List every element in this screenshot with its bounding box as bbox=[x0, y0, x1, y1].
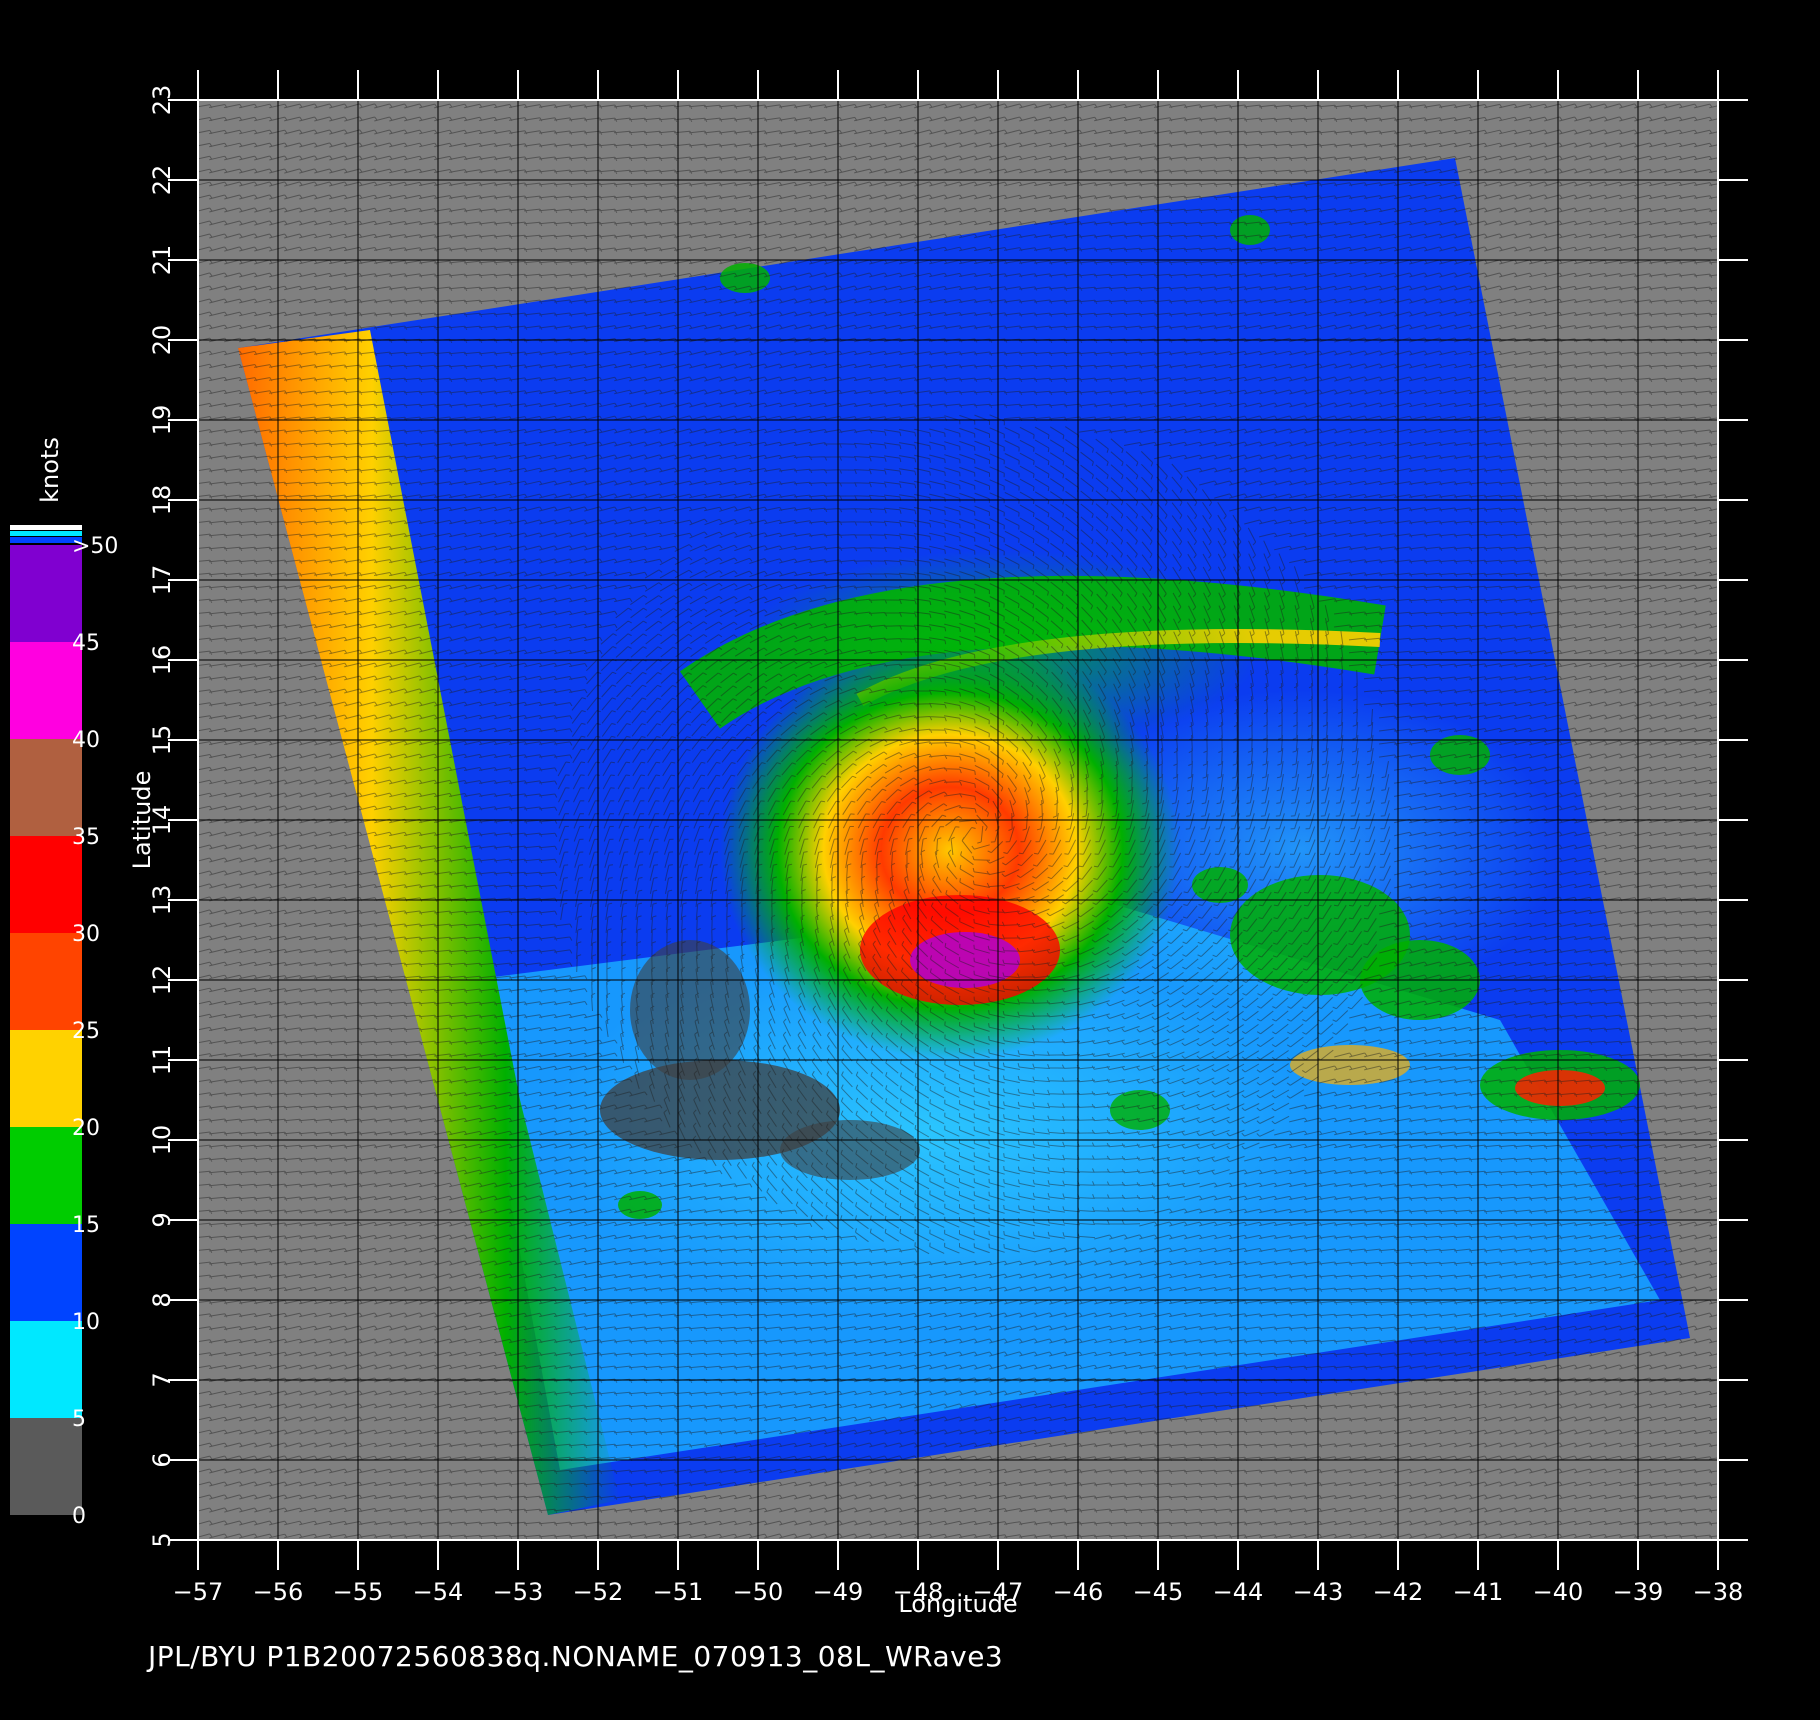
lat-tick-label: 11 bbox=[148, 1045, 176, 1076]
colorbar-units: knots bbox=[36, 437, 64, 503]
colorbar-label: 30 bbox=[72, 922, 100, 947]
colorbar-label: 0 bbox=[72, 1504, 86, 1529]
y-axis-label: Latitude bbox=[128, 771, 156, 870]
colorbar-segment bbox=[10, 642, 82, 739]
colorbar-label: 20 bbox=[72, 1116, 100, 1141]
colorbar-cap bbox=[10, 525, 82, 530]
lat-tick-label: 9 bbox=[148, 1212, 176, 1227]
lat-tick-label: 19 bbox=[148, 405, 176, 436]
colorbar-label: >50 bbox=[72, 534, 118, 559]
lon-tick-label: −42 bbox=[1373, 1578, 1424, 1606]
lon-tick-label: −47 bbox=[973, 1578, 1024, 1606]
colorbar-segment bbox=[10, 933, 82, 1030]
lon-tick-label: −52 bbox=[573, 1578, 624, 1606]
lat-tick-label: 22 bbox=[148, 165, 176, 196]
lat-tick-label: 5 bbox=[148, 1532, 176, 1547]
colorbar-segment bbox=[10, 1127, 82, 1224]
lat-tick-label: 14 bbox=[148, 805, 176, 836]
lon-tick-label: −48 bbox=[893, 1578, 944, 1606]
storm-core bbox=[720, 640, 1180, 1060]
colorbar-label: 40 bbox=[72, 728, 100, 753]
lat-tick-label: 12 bbox=[148, 965, 176, 996]
colorbar-segment bbox=[10, 1030, 82, 1127]
lat-tick-label: 13 bbox=[148, 885, 176, 916]
x-axis-label: Longitude bbox=[898, 1590, 1017, 1618]
lat-tick-label: 6 bbox=[148, 1452, 176, 1467]
lon-tick-label: −53 bbox=[493, 1578, 544, 1606]
lon-tick-label: −39 bbox=[1613, 1578, 1664, 1606]
latitude-tick-labels: 5 6 7 8 9 10 11 12 13 14 15 16 17 18 19 20 21 22 23 bbox=[148, 85, 176, 1548]
lon-tick-label: −57 bbox=[173, 1578, 224, 1606]
colorbar-segment bbox=[10, 1418, 82, 1515]
lat-tick-label: 23 bbox=[148, 85, 176, 116]
wind-swath bbox=[238, 158, 1690, 1515]
colorbar-label: 35 bbox=[72, 825, 100, 850]
lon-tick-label: −38 bbox=[1693, 1578, 1744, 1606]
colorbar-segment bbox=[10, 1321, 82, 1418]
lat-tick-label: 7 bbox=[148, 1372, 176, 1387]
lat-tick-label: 18 bbox=[148, 485, 176, 516]
colorbar-segment bbox=[10, 836, 82, 933]
lat-tick-label: 8 bbox=[148, 1292, 176, 1307]
lat-tick-label: 20 bbox=[148, 325, 176, 356]
lon-tick-label: −44 bbox=[1213, 1578, 1264, 1606]
lon-tick-label: −46 bbox=[1053, 1578, 1104, 1606]
lon-tick-label: −43 bbox=[1293, 1578, 1344, 1606]
lat-tick-label: 15 bbox=[148, 725, 176, 756]
lat-tick-label: 10 bbox=[148, 1125, 176, 1156]
longitude-tick-labels: −57 −56 −55 −54 −53 −52 −51 −50 −49 −48 −47 −46 −45 −… bbox=[173, 1578, 1744, 1606]
colorbar-label: 25 bbox=[72, 1019, 100, 1044]
lat-tick-label: 17 bbox=[148, 565, 176, 596]
colorbar: 0 5 10 15 20 25 30 35 40 45 >50 bbox=[10, 525, 118, 1529]
colorbar-cap bbox=[10, 537, 82, 543]
colorbar-label: 10 bbox=[72, 1310, 100, 1335]
axis-ticks bbox=[168, 70, 1748, 1570]
lon-tick-label: −40 bbox=[1533, 1578, 1584, 1606]
lat-tick-label: 21 bbox=[148, 245, 176, 276]
lon-tick-label: −50 bbox=[733, 1578, 784, 1606]
lat-tick-label: 16 bbox=[148, 645, 176, 676]
colorbar-segment bbox=[10, 1224, 82, 1321]
lon-tick-label: −55 bbox=[333, 1578, 384, 1606]
colorbar-segment bbox=[10, 545, 82, 642]
colorbar-segment bbox=[10, 739, 82, 836]
colorbar-label: 45 bbox=[72, 631, 100, 656]
colorbar-cap bbox=[10, 531, 82, 536]
colorbar-label: 5 bbox=[72, 1407, 86, 1432]
lon-tick-label: −45 bbox=[1133, 1578, 1184, 1606]
lon-tick-label: −54 bbox=[413, 1578, 464, 1606]
lon-tick-label: −41 bbox=[1453, 1578, 1504, 1606]
footer-caption: JPL/BYU P1B20072560838q.NONAME_070913_08… bbox=[148, 1640, 1004, 1673]
lon-tick-label: −56 bbox=[253, 1578, 304, 1606]
lon-tick-label: −49 bbox=[813, 1578, 864, 1606]
lon-tick-label: −51 bbox=[653, 1578, 704, 1606]
colorbar-label: 15 bbox=[72, 1213, 100, 1238]
